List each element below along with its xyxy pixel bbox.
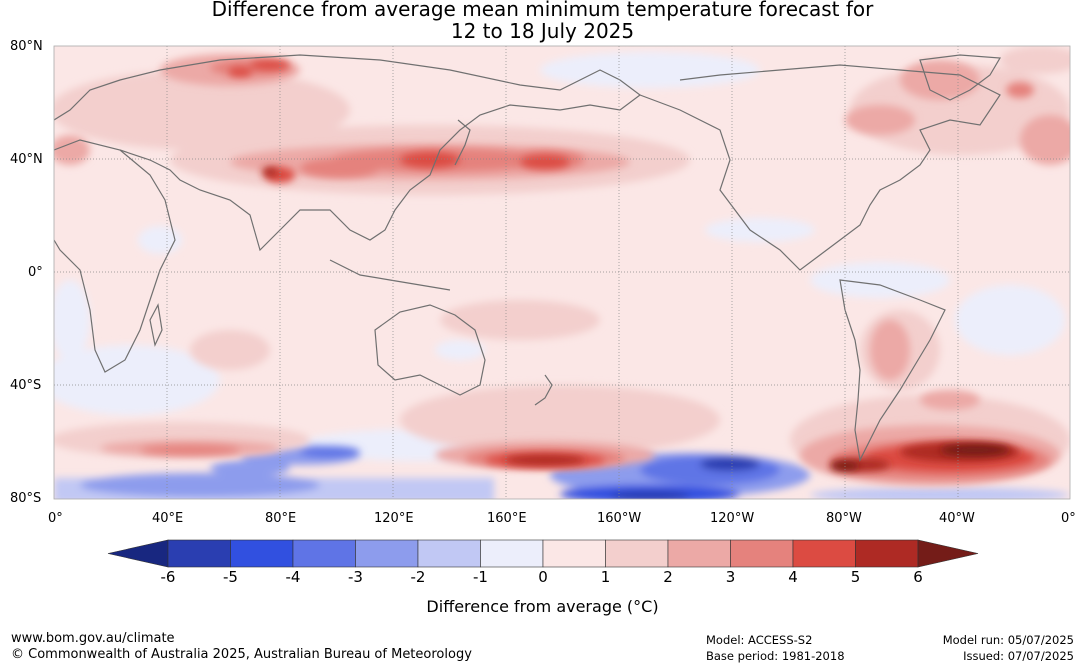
colorbar-tick-label: 4 [788, 568, 798, 586]
colorbar-tick-label: -1 [473, 568, 488, 586]
footer-url[interactable]: www.bom.gov.au/climate [11, 631, 175, 646]
footer-base-period: Base period: 1981-2018 [706, 649, 845, 663]
lat-label-40n: 40°N [10, 152, 43, 167]
colorbar-label: Difference from average (°C) [426, 597, 659, 616]
colorbar-segment [480, 539, 544, 568]
colorbar-segment [542, 539, 606, 568]
lon-label-120e: 120°E [374, 511, 414, 526]
footer-issued: Issued: 07/07/2025 [963, 649, 1074, 663]
map-frame [53, 45, 1071, 500]
colorbar-segment [855, 539, 919, 568]
lon-label-160w: 160°W [597, 511, 642, 526]
colorbar-tick-label: -4 [285, 568, 301, 586]
colorbar-extend-low [107, 539, 169, 568]
map-title-line-1: Difference from average mean minimum tem… [211, 0, 874, 21]
lat-label-80n: 80°N [10, 39, 43, 54]
lon-label-0-right: 0° [1061, 511, 1076, 526]
colorbar-tick-label: 3 [725, 568, 736, 586]
colorbar-segment [355, 539, 419, 568]
colorbar-segment [417, 539, 481, 568]
colorbar-segment [292, 539, 356, 568]
colorbar-extend-high [917, 539, 979, 568]
colorbar-segment [230, 539, 294, 568]
footer-copyright: © Commonwealth of Australia 2025, Austra… [11, 647, 472, 662]
colorbar-tick-label: -3 [348, 568, 363, 586]
lat-label-80s: 80°S [10, 491, 42, 506]
lon-label-80e: 80°E [265, 511, 297, 526]
lon-label-160e: 160°E [487, 511, 527, 526]
lon-label-80w: 80°W [826, 511, 862, 526]
colorbar-tick-label: 5 [850, 568, 861, 586]
anomaly-field [54, 46, 1070, 499]
lat-label-40s: 40°S [10, 378, 42, 393]
graticule [54, 46, 1070, 499]
lon-label-40w: 40°W [939, 511, 975, 526]
colorbar-segment [730, 539, 794, 568]
colorbar-tick-label: 1 [600, 568, 611, 586]
colorbar-tick-label: 2 [663, 568, 673, 586]
temperature-anomaly-map [53, 45, 1071, 500]
lon-label-0-left: 0° [48, 511, 63, 526]
lon-label-120w: 120°W [710, 511, 755, 526]
colorbar-tick-label: -2 [410, 568, 426, 586]
colorbar-segment [792, 539, 856, 568]
colorbar-tick-label: -5 [223, 568, 238, 586]
map-title-line-2: 12 to 18 July 2025 [450, 19, 635, 43]
lon-label-40e: 40°E [152, 511, 184, 526]
colorbar-tick-label: 6 [913, 568, 923, 586]
footer-model: Model: ACCESS-S2 [706, 633, 813, 647]
colorbar-tick-label: -6 [160, 568, 176, 586]
lat-label-0: 0° [28, 265, 43, 280]
colorbar-segment [667, 539, 731, 568]
footer-model-run: Model run: 05/07/2025 [942, 633, 1074, 647]
colorbar-tick-label: 0 [538, 568, 548, 586]
colorbar-segment [167, 539, 231, 568]
colorbar-segment [605, 539, 669, 568]
